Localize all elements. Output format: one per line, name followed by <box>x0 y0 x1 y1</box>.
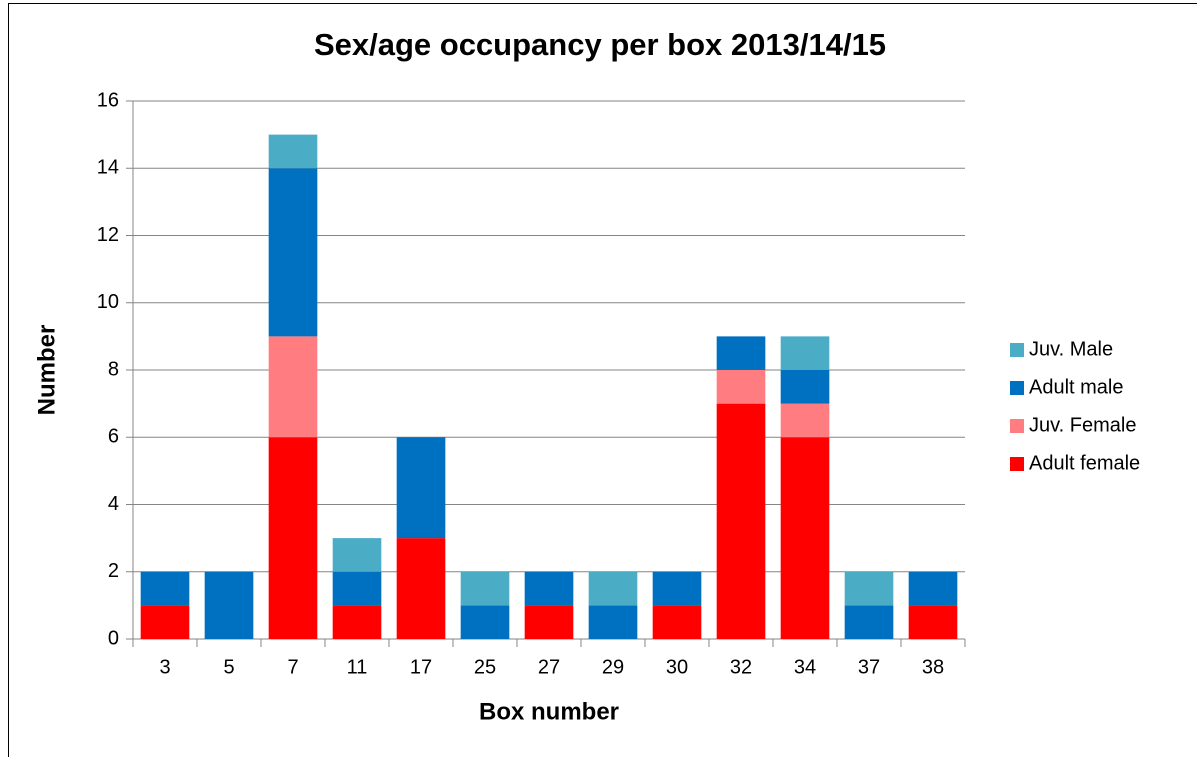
bar-segment <box>588 605 638 639</box>
bar-segment <box>396 437 446 539</box>
bar-segment <box>268 134 318 169</box>
bar-segment <box>268 336 318 438</box>
x-tick-label: 11 <box>347 656 368 678</box>
chart-title: Sex/age occupancy per box 2013/14/15 <box>314 27 886 62</box>
bar-segment <box>204 571 254 639</box>
x-tick-label: 32 <box>730 656 752 678</box>
y-tick-label: 14 <box>97 157 119 179</box>
bar-segment <box>780 437 830 639</box>
y-tick-label: 12 <box>97 224 119 246</box>
x-tick-label: 5 <box>223 656 234 678</box>
x-axis-label: Box number <box>479 698 619 725</box>
legend-swatch <box>1010 381 1024 395</box>
bar-segment <box>652 571 702 606</box>
y-tick-label: 10 <box>97 291 119 313</box>
bar-segment <box>332 571 382 606</box>
x-tick-label: 34 <box>794 656 816 678</box>
y-tick-label: 0 <box>108 627 119 649</box>
bar-segment <box>524 571 574 606</box>
bar-segment <box>332 605 382 639</box>
legend-swatch <box>1010 419 1024 433</box>
legend-swatch <box>1010 457 1024 471</box>
x-tick-label: 37 <box>858 656 880 678</box>
bar-segment <box>780 370 830 404</box>
x-tick-label: 27 <box>538 656 560 678</box>
bar-segment <box>716 370 766 404</box>
y-tick-label: 8 <box>108 358 119 380</box>
x-tick-label: 29 <box>602 656 624 678</box>
y-tick-label: 6 <box>108 426 119 448</box>
legend-label: Adult male <box>1029 376 1124 398</box>
bar-segment <box>716 403 766 639</box>
x-tick-label: 3 <box>159 656 170 678</box>
legend-label: Juv. Female <box>1029 414 1136 436</box>
bar-segment <box>588 571 638 606</box>
x-tick-label: 7 <box>287 656 298 678</box>
legend-label: Adult female <box>1029 452 1140 474</box>
bar-segment <box>460 571 510 606</box>
bar-segment <box>396 538 446 639</box>
bar-segment <box>780 336 830 370</box>
y-axis-label: Number <box>33 325 60 416</box>
y-tick-label: 2 <box>108 560 119 582</box>
x-tick-label: 17 <box>410 656 432 678</box>
bar-segment <box>524 605 574 639</box>
bar-segment <box>332 538 382 572</box>
y-tick-label: 16 <box>97 89 119 111</box>
bar-segment <box>716 336 766 370</box>
bar-segment <box>908 605 958 639</box>
bar-segment <box>780 403 830 438</box>
x-tick-label: 25 <box>474 656 496 678</box>
legend-swatch <box>1010 343 1024 357</box>
bar-segment <box>652 605 702 639</box>
chart-border <box>8 3 1197 757</box>
bar-segment <box>268 168 318 337</box>
bar-segment <box>268 437 318 639</box>
bar-segment <box>140 605 190 639</box>
legend-label: Juv. Male <box>1029 338 1113 360</box>
x-tick-label: 30 <box>666 656 688 678</box>
y-tick-label: 4 <box>108 493 119 515</box>
x-tick-label: 38 <box>922 656 944 678</box>
bar-segment <box>844 571 894 606</box>
bar-segment <box>844 605 894 639</box>
bar-segment <box>908 571 958 606</box>
bar-segment <box>140 571 190 606</box>
bar-segment <box>460 605 510 639</box>
